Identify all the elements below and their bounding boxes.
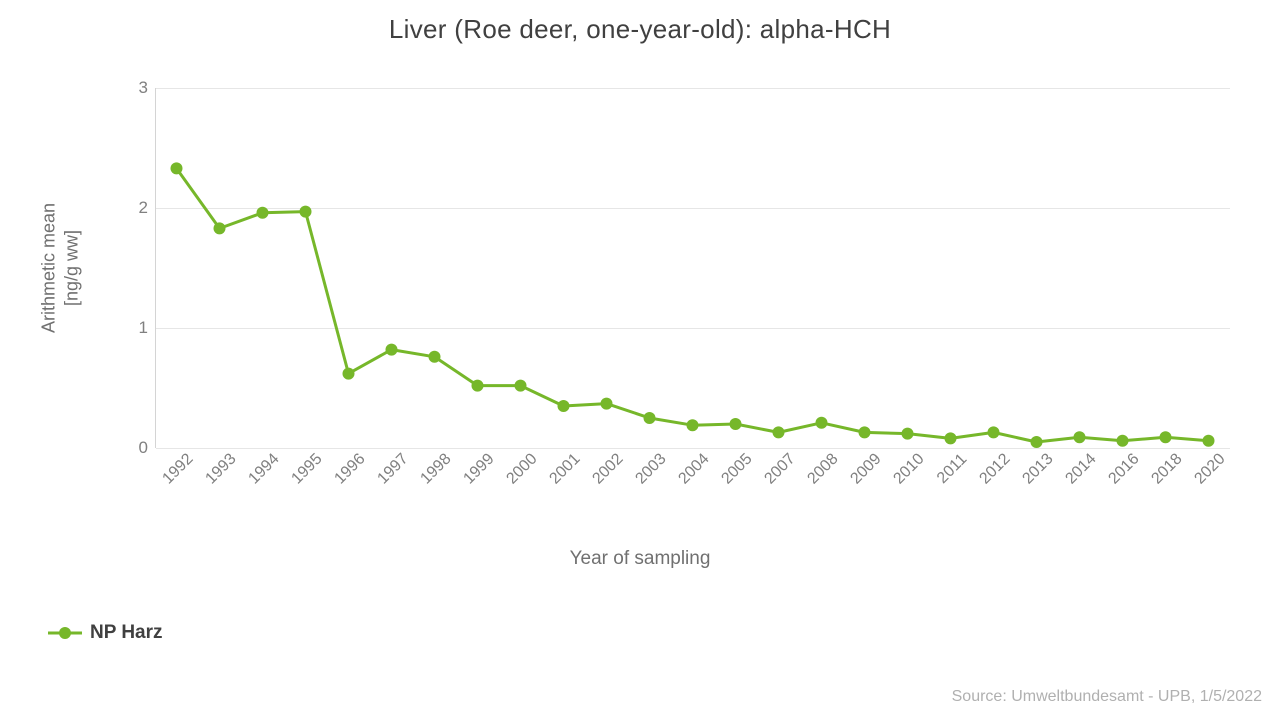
data-point[interactable] (1074, 431, 1086, 443)
data-point[interactable] (1203, 435, 1215, 447)
data-point[interactable] (300, 206, 312, 218)
data-point[interactable] (343, 368, 355, 380)
x-tick-label: 2020 (1191, 450, 1229, 488)
chart-title: Liver (Roe deer, one-year-old): alpha-HC… (0, 14, 1280, 45)
data-point[interactable] (257, 207, 269, 219)
data-point[interactable] (816, 417, 828, 429)
data-point[interactable] (902, 428, 914, 440)
legend: NP Harz (48, 622, 163, 644)
x-tick-label: 2016 (1105, 450, 1143, 488)
x-tick-label: 1997 (374, 450, 412, 488)
y-tick-label: 0 (139, 438, 148, 458)
y-axis-label-line1: Arithmetic mean (38, 203, 61, 333)
x-tick-label: 2002 (589, 450, 627, 488)
data-point[interactable] (687, 419, 699, 431)
x-tick-label: 2009 (847, 450, 885, 488)
x-tick-label: 1993 (202, 450, 240, 488)
legend-marker (59, 627, 71, 639)
x-tick-label: 2003 (632, 450, 670, 488)
x-tick-label: 2013 (1019, 450, 1057, 488)
data-point[interactable] (1160, 431, 1172, 443)
data-point[interactable] (429, 351, 441, 363)
legend-swatch (48, 626, 82, 640)
data-point[interactable] (601, 398, 613, 410)
x-tick-label: 2008 (804, 450, 842, 488)
x-tick-label: 2005 (718, 450, 756, 488)
data-point[interactable] (644, 412, 656, 424)
y-axis-label: Arithmetic mean [ng/g ww] (38, 203, 83, 333)
x-tick-label: 1998 (417, 450, 455, 488)
x-tick-label: 1996 (331, 450, 369, 488)
data-point[interactable] (945, 432, 957, 444)
x-tick-label: 2014 (1062, 450, 1100, 488)
data-point[interactable] (1031, 436, 1043, 448)
y-tick-label: 3 (139, 78, 148, 98)
y-axis-label-line2: [ng/g ww] (60, 203, 83, 333)
x-tick-label: 2001 (546, 450, 584, 488)
x-tick-label: 2012 (976, 450, 1014, 488)
x-tick-label: 2018 (1148, 450, 1186, 488)
x-tick-label: 1995 (288, 450, 326, 488)
data-point[interactable] (773, 426, 785, 438)
y-tick-label: 1 (139, 318, 148, 338)
x-tick-label: 2010 (890, 450, 928, 488)
data-point[interactable] (472, 380, 484, 392)
x-tick-label: 1994 (245, 450, 283, 488)
y-tick-label: 2 (139, 198, 148, 218)
x-tick-label: 2004 (675, 450, 713, 488)
x-tick-label: 2007 (761, 450, 799, 488)
series-line (177, 168, 1209, 442)
data-point[interactable] (1117, 435, 1129, 447)
chart-container: Liver (Roe deer, one-year-old): alpha-HC… (0, 0, 1280, 720)
data-point[interactable] (171, 162, 183, 174)
data-point[interactable] (214, 222, 226, 234)
data-point[interactable] (859, 426, 871, 438)
x-tick-label: 2000 (503, 450, 541, 488)
gridline (156, 448, 1230, 449)
data-point[interactable] (515, 380, 527, 392)
legend-label: NP Harz (90, 622, 163, 644)
x-tick-label: 1992 (159, 450, 197, 488)
x-tick-label: 2011 (933, 451, 970, 488)
x-axis-label: Year of sampling (0, 548, 1280, 570)
x-tick-label: 1999 (460, 450, 498, 488)
data-point[interactable] (386, 344, 398, 356)
source-text: Source: Umweltbundesamt - UPB, 1/5/2022 (952, 688, 1262, 706)
data-point[interactable] (988, 426, 1000, 438)
data-point[interactable] (730, 418, 742, 430)
data-point[interactable] (558, 400, 570, 412)
chart-svg (155, 88, 1230, 448)
